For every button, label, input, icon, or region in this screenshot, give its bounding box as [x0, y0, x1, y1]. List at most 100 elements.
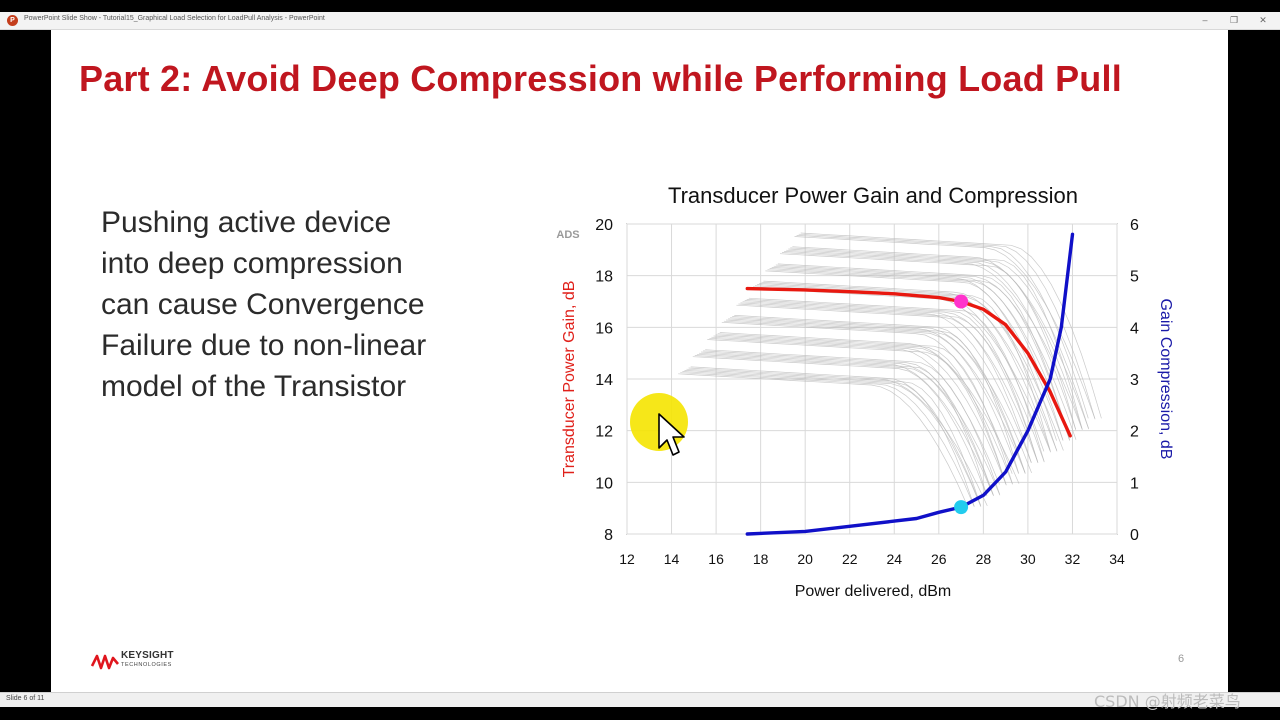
load-pull-curve — [798, 233, 1096, 419]
chart-ticks: 12 14 16 18 20 22 24 26 28 30 32 348101214161820012… — [595, 217, 1139, 567]
slide-body-text: Pushing active device into deep compress… — [101, 202, 501, 407]
load-pull-curve — [788, 248, 1090, 430]
load-pull-curve — [682, 371, 982, 507]
load-pull-curve — [784, 251, 1076, 430]
y-right-tick-label: 6 — [1130, 217, 1139, 234]
load-pull-curve — [736, 304, 1032, 464]
load-pull-curve — [771, 267, 1064, 441]
x-tick-label: 16 — [708, 551, 724, 567]
chart-series — [745, 232, 1075, 536]
body-line: Pushing active device — [101, 206, 392, 239]
load-pull-curve — [742, 301, 1039, 463]
page-number: 6 — [1178, 653, 1185, 665]
body-line: model of the Transistor — [101, 370, 407, 403]
load-pull-curve — [719, 332, 1020, 484]
load-pull-curve — [777, 263, 1070, 440]
load-pull-curve — [748, 297, 1045, 462]
load-pull-curve — [732, 316, 1032, 474]
load-pull-curve — [740, 302, 1032, 463]
load-pull-curve — [688, 367, 988, 507]
load-pull-curve — [775, 264, 1077, 440]
y-left-axis-label: Transducer Power Gain, dB — [561, 281, 578, 478]
logo-name: KEYSIGHT — [121, 650, 174, 661]
load-pull-curve — [711, 336, 1007, 485]
watermark: CSDN @射频老菜鸟 — [1094, 692, 1241, 711]
load-pull-curve — [705, 349, 1001, 495]
y-right-tick-label: 2 — [1130, 424, 1139, 441]
load-pull-curve — [698, 352, 994, 496]
y-left-tick-label: 18 — [595, 269, 613, 286]
x-tick-label: 12 — [619, 551, 635, 567]
load-pull-curve — [763, 280, 1064, 451]
load-pull-curve — [765, 270, 1057, 441]
load-pull-curve — [713, 335, 1013, 485]
load-pull-curve — [678, 373, 969, 507]
x-tick-label: 24 — [886, 551, 902, 567]
minimize-icon[interactable]: ‒ — [1202, 15, 1208, 25]
body-line: into deep compression — [101, 247, 403, 280]
x-tick-label: 30 — [1020, 551, 1036, 567]
load-pull-curve — [717, 333, 1013, 484]
keysight-wave-icon — [90, 654, 119, 670]
y-right-tick-label: 1 — [1130, 475, 1139, 492]
x-tick-label: 28 — [976, 551, 992, 567]
load-pull-curve — [734, 315, 1026, 473]
load-pull-curve — [709, 337, 1000, 485]
load-pull-curve — [707, 339, 1007, 486]
y-right-axis-label: Gain Compression, dB — [1157, 299, 1174, 460]
load-pull-curve — [690, 366, 981, 506]
slide-title: Part 2: Avoid Deep Compression while Per… — [79, 58, 1122, 99]
slide-counter: Slide 6 of 11 — [6, 695, 45, 702]
x-tick-label: 26 — [931, 551, 947, 567]
x-tick-label: 32 — [1065, 551, 1081, 567]
load-pull-curve — [796, 235, 1089, 419]
load-pull-curve — [800, 232, 1102, 419]
load-pull-curve — [730, 317, 1026, 474]
load-pull-curve — [773, 265, 1070, 440]
y-left-tick-label: 16 — [595, 320, 613, 337]
load-pull-curves — [678, 232, 1102, 507]
y-right-tick-label: 4 — [1130, 320, 1139, 337]
y-left-tick-label: 10 — [595, 475, 613, 492]
window-titlebar: P PowerPoint Slide Show - Tutorial15_Gra… — [0, 12, 1280, 30]
y-right-tick-label: 3 — [1130, 372, 1139, 389]
load-pull-curve — [769, 268, 1071, 441]
load-pull-curve — [692, 356, 988, 497]
close-icon[interactable]: ✕ — [1259, 15, 1267, 25]
status-bar: Slide 6 of 11 — [0, 692, 1280, 707]
y-left-tick-label: 20 — [595, 217, 613, 234]
load-pull-curve — [703, 350, 994, 495]
x-axis-label: Power delivered, dBm — [795, 583, 952, 600]
load-pull-curve — [790, 247, 1083, 429]
load-pull-curve — [746, 299, 1038, 462]
load-pull-curve — [723, 320, 1020, 474]
load-pull-curve — [701, 351, 1001, 496]
x-tick-label: 22 — [842, 551, 858, 567]
arrow-pointer — [658, 413, 685, 456]
load-pull-curve — [786, 249, 1083, 430]
body-line: can cause Convergence — [101, 288, 425, 321]
compression-marker — [954, 500, 969, 515]
x-tick-label: 18 — [753, 551, 769, 567]
y-left-tick-label: 14 — [595, 372, 613, 389]
body-line: Failure due to non-linear — [101, 329, 427, 362]
load-pull-curve — [721, 321, 1013, 474]
chart-title: Transducer Power Gain and Compression — [668, 183, 1078, 208]
load-pull-curve — [694, 355, 994, 497]
load-pull-curve — [767, 269, 1064, 441]
load-pull-curve — [744, 300, 1045, 463]
keysight-logo: KEYSIGHT TECHNOLOGIES — [90, 650, 174, 677]
window-title: PowerPoint Slide Show - Tutorial15_Graph… — [24, 15, 325, 22]
x-tick-label: 34 — [1109, 551, 1125, 567]
y-left-tick-label: 8 — [604, 527, 613, 544]
logo-sub: TECHNOLOGIES — [121, 662, 172, 668]
mouse-cursor-icon — [630, 393, 688, 456]
load-pull-curve — [715, 334, 1007, 484]
x-tick-label: 20 — [797, 551, 813, 567]
load-pull-curve — [792, 246, 1089, 429]
load-pull-curve — [794, 236, 1096, 420]
y-right-tick-label: 5 — [1130, 269, 1139, 286]
restore-icon[interactable]: ❐ — [1229, 15, 1239, 25]
load-pull-curve — [686, 368, 982, 507]
